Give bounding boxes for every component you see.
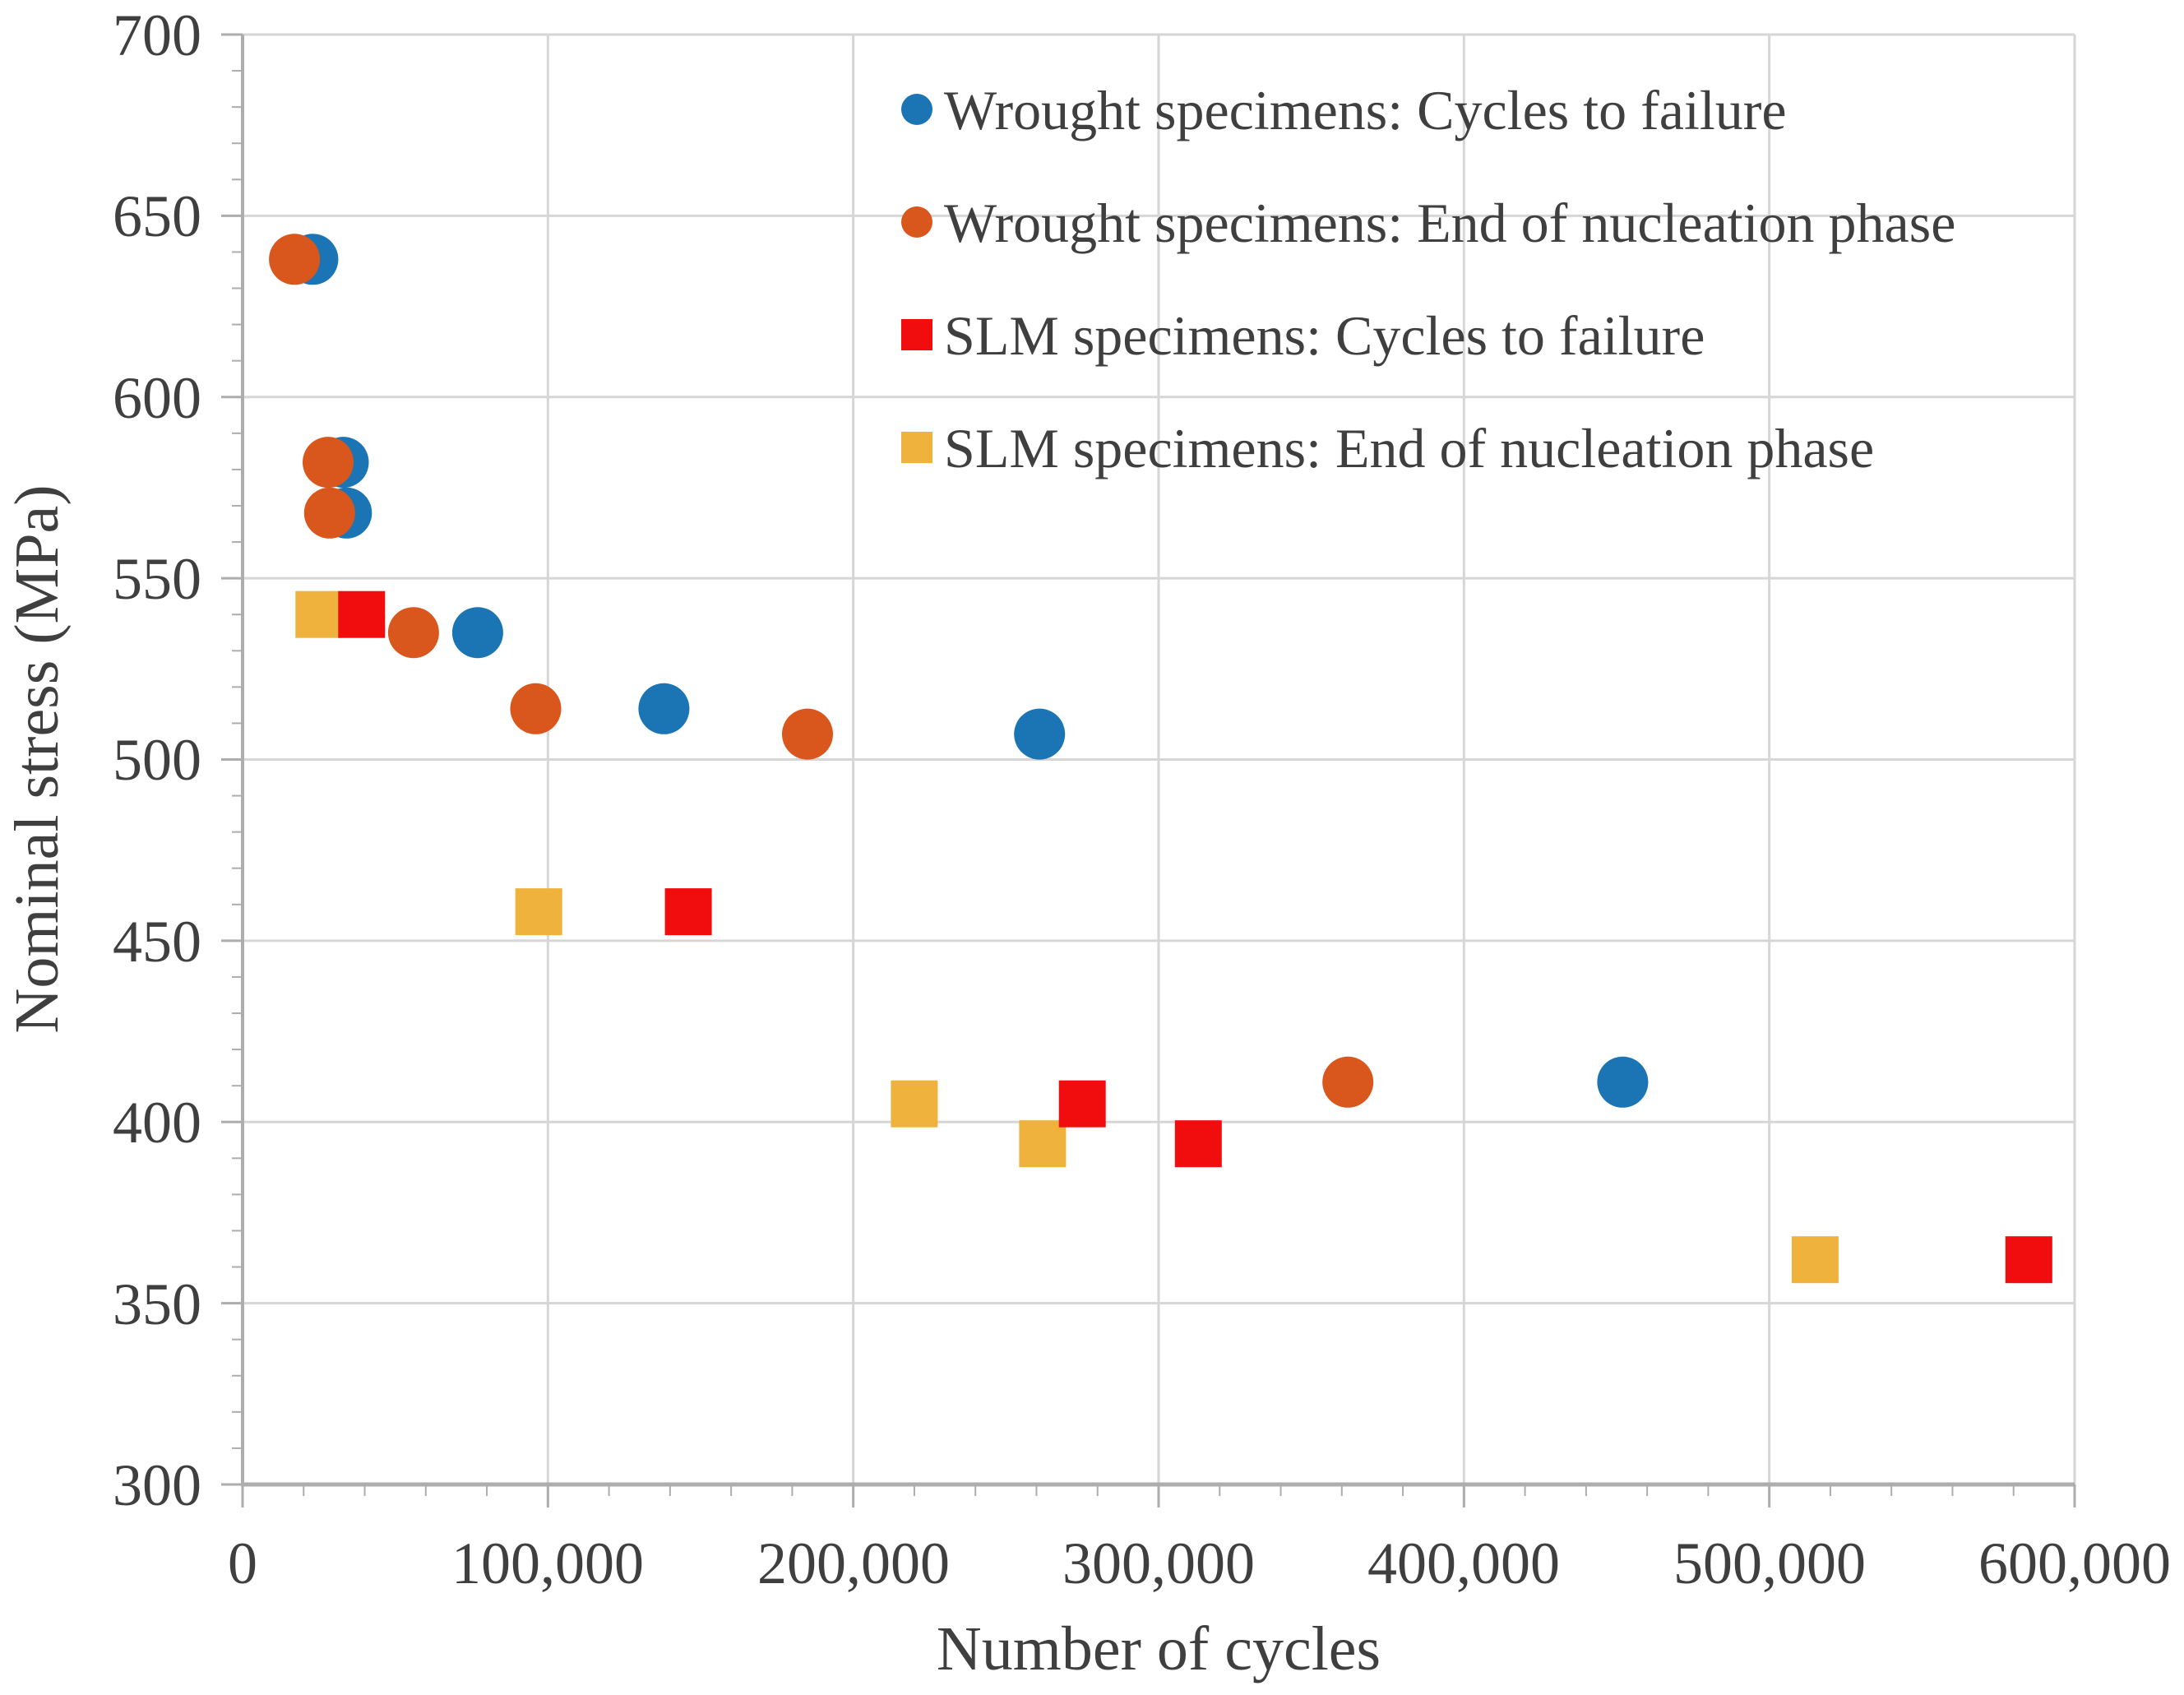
y-tick-label: 300 [113, 1452, 201, 1518]
y-tick-label: 600 [113, 365, 201, 431]
legend: Wrought specimens: Cycles to failure Wro… [901, 79, 1955, 479]
point-wrought-nucleation [1322, 1056, 1374, 1108]
x-tick-label: 300,000 [1062, 1531, 1255, 1596]
x-tick-label: 200,000 [757, 1531, 950, 1596]
axis-layer [221, 33, 2076, 1507]
x-tick-label: 500,000 [1673, 1531, 1866, 1596]
points-layer [269, 234, 2052, 1284]
y-tick-label: 350 [113, 1271, 201, 1337]
y-tick-label: 450 [113, 909, 201, 975]
point-slm-nucleation [1791, 1236, 1839, 1284]
point-slm-nucleation [891, 1080, 938, 1128]
legend-label: SLM specimens: End of nucleation phase [944, 417, 1874, 479]
legend-item-slm-failure: SLM specimens: Cycles to failure [901, 304, 1705, 367]
legend-item-wrought-nucleation: Wrought specimens: End of nucleation pha… [901, 192, 1955, 254]
point-wrought-nucleation [303, 437, 354, 489]
y-tick-label: 550 [113, 546, 201, 612]
point-wrought-nucleation [387, 607, 439, 659]
point-slm-failure [338, 590, 386, 638]
point-wrought-nucleation [510, 683, 562, 734]
legend-marker-circle-blue [901, 94, 932, 125]
point-slm-failure [1058, 1080, 1106, 1128]
legend-label: Wrought specimens: Cycles to failure [944, 79, 1787, 141]
legend-marker-circle-orange [901, 206, 932, 238]
point-slm-failure [1174, 1120, 1222, 1168]
legend-item-slm-nucleation: SLM specimens: End of nucleation phase [901, 417, 1874, 479]
x-tick-label: 400,000 [1367, 1531, 1560, 1596]
y-tick-label: 700 [113, 2, 201, 68]
point-wrought-failure [451, 607, 503, 659]
y-tick-label: 650 [113, 183, 201, 249]
x-axis-title: Number of cycles [937, 1614, 1381, 1683]
point-slm-nucleation [1019, 1120, 1067, 1168]
y-tick-label: 500 [113, 727, 201, 793]
legend-label: SLM specimens: Cycles to failure [944, 304, 1705, 367]
y-tick-label: 400 [113, 1090, 201, 1155]
point-wrought-nucleation [303, 487, 355, 539]
grid-layer [243, 33, 2076, 1484]
x-tick-label: 0 [228, 1531, 257, 1596]
y-axis-title: Nominal stress (MPa) [2, 484, 72, 1033]
point-wrought-nucleation [269, 234, 321, 285]
point-slm-nucleation [295, 590, 343, 638]
point-slm-nucleation [515, 888, 562, 936]
legend-item-wrought-failure: Wrought specimens: Cycles to failure [901, 79, 1787, 141]
point-wrought-failure [1597, 1056, 1649, 1108]
point-wrought-nucleation [782, 708, 833, 760]
point-slm-failure [2005, 1236, 2052, 1284]
legend-marker-square-red [901, 319, 932, 350]
point-wrought-failure [1014, 708, 1066, 760]
point-wrought-failure [638, 683, 690, 734]
point-slm-failure [664, 888, 712, 936]
legend-label: Wrought specimens: End of nucleation pha… [944, 192, 1955, 254]
legend-marker-square-yellow [901, 432, 932, 463]
x-tick-label: 100,000 [451, 1531, 644, 1596]
x-tick-label: 600,000 [1978, 1531, 2171, 1596]
